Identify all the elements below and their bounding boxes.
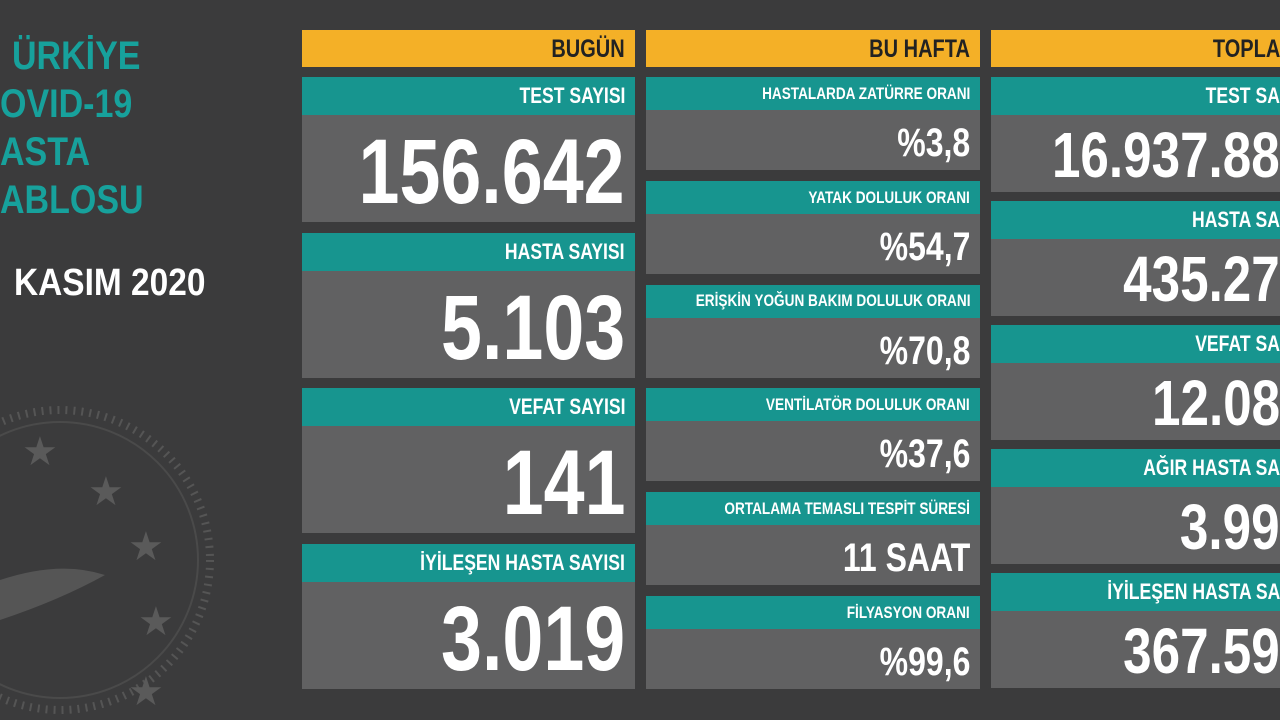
- svg-text:★: ★: [128, 670, 164, 714]
- label-text: HASTALARDA ZATÜRRE ORANI: [761, 83, 970, 103]
- label-text: FİLYASYON ORANI: [847, 602, 970, 622]
- stat-value: 141: [302, 426, 635, 534]
- value-text: 435.27: [1123, 243, 1280, 315]
- value-text: 12.08: [1151, 367, 1280, 439]
- emblem: ★★★ ★★: [0, 406, 214, 714]
- stat-value: %3,8: [646, 110, 980, 170]
- stat-value: %54,7: [646, 214, 980, 274]
- stat-label: AĞIR HASTA SA: [991, 449, 1280, 487]
- stat-value: 3.019: [302, 582, 635, 690]
- stat-value: 5.103: [302, 271, 635, 379]
- value-text: 5.103: [440, 276, 625, 379]
- column-header: BU HAFTA: [646, 30, 980, 67]
- value-text: %3,8: [897, 121, 970, 165]
- stat-card: FİLYASYON ORANI %99,6: [646, 596, 980, 689]
- column-header: TOPLA: [991, 30, 1280, 67]
- header-text: BUGÜN: [551, 35, 625, 63]
- label-text: VEFAT SAYISI: [508, 394, 625, 420]
- stat-label: İYİLEŞEN HASTA SA: [991, 573, 1280, 611]
- stat-label: ERİŞKİN YOĞUN BAKIM DOLULUK ORANI: [646, 284, 980, 318]
- value-text: 3.99: [1180, 491, 1280, 563]
- stat-label: VEFAT SA: [991, 325, 1280, 363]
- label-text: ORTALAMA TEMASLI TESPİT SÜRESİ: [724, 498, 970, 518]
- stat-card: İYİLEŞEN HASTA SA 367.59: [991, 573, 1280, 688]
- value-text: 3.019: [440, 587, 625, 690]
- stat-card: HASTA SAYISI 5.103: [302, 232, 635, 379]
- stat-value: 11 SAAT: [646, 525, 980, 585]
- stat-card: ERİŞKİN YOĞUN BAKIM DOLULUK ORANI %70,8: [646, 284, 980, 378]
- stat-card: TEST SAYISI 156.642: [302, 77, 635, 223]
- stat-value: 3.99: [991, 487, 1280, 564]
- label-text: İYİLEŞEN HASTA SAYISI: [420, 549, 625, 575]
- stat-label: HASTA SAYISI: [302, 232, 635, 271]
- value-text: %37,6: [879, 432, 970, 477]
- stat-label: TEST SA: [991, 77, 1280, 115]
- column: TOPLA TEST SA 16.937.88 HASTA SA 435.27 VEFAT…: [991, 30, 1280, 690]
- stat-value: %70,8: [646, 318, 980, 378]
- label-text: AĞIR HASTA SA: [1143, 455, 1280, 481]
- header-text: BU HAFTA: [869, 35, 970, 63]
- title-line: ÜRKİYE: [12, 34, 141, 78]
- label-text: YATAK DOLULUK ORANI: [808, 187, 970, 207]
- stat-value: %99,6: [646, 629, 980, 689]
- label-text: ERİŞKİN YOĞUN BAKIM DOLULUK ORANI: [695, 291, 970, 311]
- svg-text:★: ★: [138, 600, 174, 644]
- value-text: %70,8: [879, 328, 970, 373]
- svg-text:★: ★: [22, 430, 58, 474]
- stat-label: İYİLEŞEN HASTA SAYISI: [302, 543, 635, 582]
- value-text: 11 SAAT: [842, 536, 970, 581]
- svg-text:★: ★: [88, 470, 124, 514]
- label-text: TEST SAYISI: [519, 83, 625, 109]
- stat-card: VENTİLATÖR DOLULUK ORANI %37,6: [646, 388, 980, 482]
- stat-label: VENTİLATÖR DOLULUK ORANI: [646, 388, 980, 422]
- label-text: VENTİLATÖR DOLULUK ORANI: [766, 395, 970, 415]
- stat-card: HASTA SA 435.27: [991, 201, 1280, 316]
- stat-card: VEFAT SAYISI 141: [302, 388, 635, 534]
- value-text: %54,7: [879, 224, 970, 269]
- title-line: ABLOSU: [0, 178, 144, 222]
- stat-label: FİLYASYON ORANI: [646, 596, 980, 629]
- stat-value: 156.642: [302, 115, 635, 223]
- label-text: HASTA SAYISI: [505, 238, 625, 264]
- label-text: TEST SA: [1205, 83, 1280, 109]
- stat-label: HASTA SA: [991, 201, 1280, 239]
- stat-card: İYİLEŞEN HASTA SAYISI 3.019: [302, 543, 635, 690]
- column: BU HAFTA HASTALARDA ZATÜRRE ORANI %3,8 YATA…: [646, 30, 980, 690]
- label-text: HASTA SA: [1192, 207, 1280, 233]
- stat-card: YATAK DOLULUK ORANI %54,7: [646, 180, 980, 274]
- stat-card: AĞIR HASTA SA 3.99: [991, 449, 1280, 564]
- value-text: 367.59: [1123, 615, 1280, 687]
- header-text: TOPLA: [1212, 35, 1280, 63]
- stat-label: YATAK DOLULUK ORANI: [646, 180, 980, 214]
- value-text: 156.642: [358, 121, 625, 223]
- date: KASIM 2020: [14, 262, 206, 304]
- stat-card: ORTALAMA TEMASLI TESPİT SÜRESİ 11 SAAT: [646, 492, 980, 586]
- stat-value: 435.27: [991, 239, 1280, 316]
- stat-card: VEFAT SA 12.08: [991, 325, 1280, 440]
- stat-value: 367.59: [991, 611, 1280, 688]
- stat-label: VEFAT SAYISI: [302, 388, 635, 426]
- svg-text:★: ★: [128, 525, 164, 569]
- stat-card: HASTALARDA ZATÜRRE ORANI %3,8: [646, 77, 980, 170]
- title-line: OVID-19: [0, 82, 133, 126]
- value-text: 141: [502, 432, 625, 534]
- value-text: %99,6: [879, 640, 970, 684]
- label-text: İYİLEŞEN HASTA SA: [1106, 579, 1280, 605]
- stat-label: HASTALARDA ZATÜRRE ORANI: [646, 77, 980, 110]
- column: BUGÜN TEST SAYISI 156.642 HASTA SAYISI 5.103…: [302, 30, 635, 690]
- stat-value: %37,6: [646, 421, 980, 481]
- title-line: ASTA: [0, 130, 91, 174]
- stat-value: 16.937.88: [991, 115, 1280, 192]
- label-text: VEFAT SA: [1195, 331, 1280, 357]
- stat-value: 12.08: [991, 363, 1280, 440]
- value-text: 16.937.88: [1052, 119, 1280, 191]
- stat-label: ORTALAMA TEMASLI TESPİT SÜRESİ: [646, 492, 980, 526]
- stat-card: TEST SA 16.937.88: [991, 77, 1280, 192]
- stat-label: TEST SAYISI: [302, 77, 635, 115]
- column-header: BUGÜN: [302, 30, 635, 67]
